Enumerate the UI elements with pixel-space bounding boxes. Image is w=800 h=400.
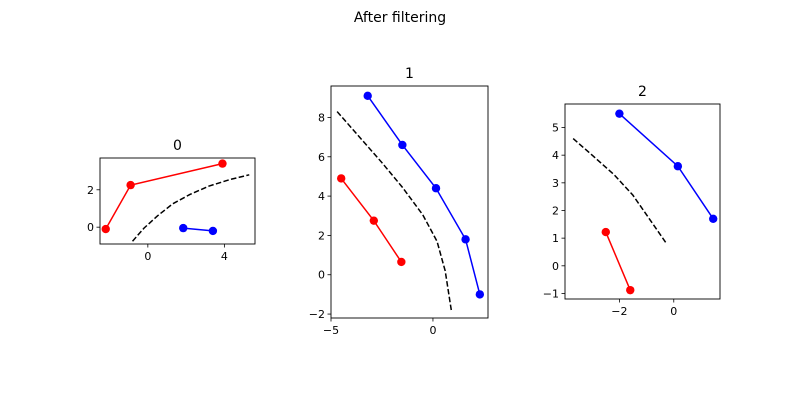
subplot-2-ytick-label-3: 2 (552, 204, 559, 217)
subplot-2-ytick-label-1: 0 (552, 260, 559, 273)
subplot-1: 1 −5 0 −2 0 2 4 6 8 (309, 66, 489, 337)
subplot-0-series-0-point-0 (101, 224, 110, 234)
subplot-1-xtick-label-0: −5 (323, 324, 339, 337)
subplot-1-ytick-label-2: 2 (318, 229, 325, 242)
subplot-2-series-1-line (618, 113, 714, 220)
subplot-2-series-1-point-2 (709, 214, 718, 223)
subplot-1-ytick-label-4: 6 (318, 151, 325, 164)
subplot-2-xtick-label-1: 0 (670, 305, 677, 318)
subplot-2-xtick-label-0: −2 (611, 305, 627, 318)
subplot-2-series-2-line (572, 138, 667, 243)
subplot-1-series-1-point-1 (398, 140, 407, 150)
subplot-2-ytick-label-4: 3 (552, 177, 559, 190)
subplot-2-series-1-point-1 (673, 162, 683, 171)
subplot-1-series-1-line (367, 95, 481, 295)
subplot-2-series-1-point-0 (615, 109, 624, 118)
subplot-0-series-0-point-2 (218, 159, 227, 168)
subplot-1-ytick-label-1: 0 (318, 269, 325, 282)
subplot-0-series-1-point-0 (179, 223, 188, 233)
subplot-2-ytick-label-6: 5 (552, 122, 559, 135)
subplot-1-series-1-point-0 (363, 91, 372, 101)
subplot-1-series-2-line (336, 111, 453, 311)
subplot-2-frame (564, 103, 721, 300)
subplot-0-title: 0 (173, 138, 182, 154)
subplot-1-ytick-label-3: 4 (318, 190, 325, 203)
subplot-1-ytick-label-0: −2 (309, 308, 325, 321)
subplot-1-ytick-label-5: 8 (318, 111, 325, 124)
subplot-1-title: 1 (405, 66, 414, 82)
subplot-2-series-0-line (605, 231, 631, 291)
subplot-1-series-0-point-2 (397, 257, 406, 267)
subplot-2-series-0-point-0 (601, 227, 610, 237)
subplot-2-data (572, 113, 714, 291)
subplot-1-data (336, 95, 481, 311)
subplot-2: 2 −2 0 −1 0 1 2 3 4 5 (543, 84, 721, 318)
subplot-0-ytick-label-1: 2 (87, 184, 94, 197)
subplot-1-frame (330, 85, 489, 319)
subplot-1-series-1-point-2 (431, 184, 441, 193)
subplot-0-data (105, 162, 250, 242)
subplot-0-xtick-label-1: 4 (221, 250, 228, 263)
subplot-1-xtick-label-1: 0 (429, 324, 436, 337)
subplot-1-series-0-point-1 (369, 216, 379, 225)
subplot-1-series-1-point-3 (461, 235, 470, 244)
subplot-2-ytick-label-2: 1 (552, 232, 559, 245)
subplot-0-series-0-line (105, 162, 223, 230)
subplot-0: 0 0 4 0 2 (87, 138, 256, 263)
subplots: 0 0 4 0 2 1 −5 0 −2 0 2 4 6 8 2 −2 0 −1 0 1 2 3 4 5 (87, 66, 721, 337)
subplot-0-series-0-point-1 (126, 180, 135, 190)
subplot-1-series-0-point-0 (336, 174, 346, 183)
subplot-0-series-2-line (131, 174, 250, 242)
subplot-0-xtick-label-0: 0 (144, 250, 151, 263)
subplot-2-title: 2 (638, 84, 647, 100)
subplot-2-ytick-label-5: 4 (552, 149, 559, 162)
subplot-0-series-1-line (183, 227, 213, 232)
subplot-0-ytick-label-0: 0 (87, 221, 94, 234)
subplot-1-series-1-point-4 (475, 290, 485, 299)
subplot-2-ytick-label-0: −1 (543, 287, 559, 300)
subplot-0-frame (99, 157, 256, 245)
subplot-0-series-1-point-1 (208, 226, 218, 236)
figure-suptitle: After filtering (354, 10, 446, 26)
subplot-2-series-0-point-1 (626, 285, 635, 295)
